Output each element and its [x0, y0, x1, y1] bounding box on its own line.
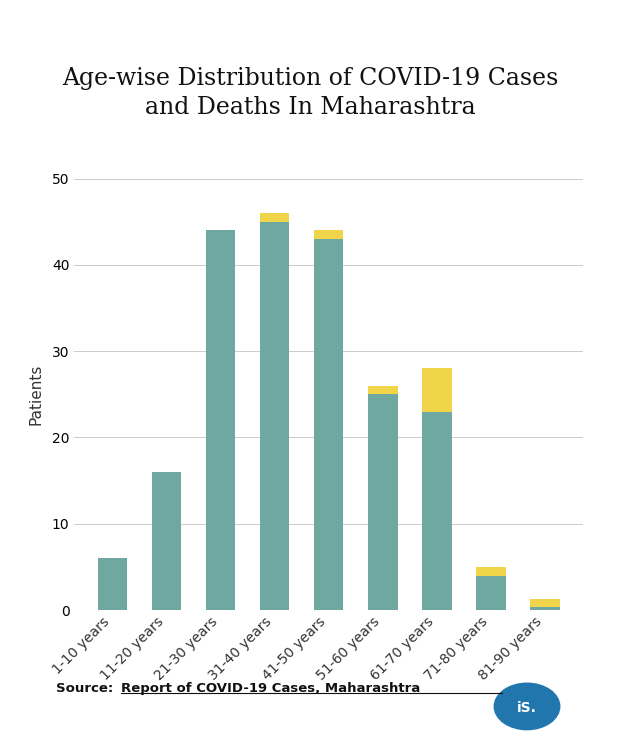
Text: Source:: Source: [56, 682, 118, 695]
Bar [206, 231, 236, 610]
Bar [314, 231, 343, 239]
Bar [314, 239, 343, 610]
Bar [97, 558, 127, 610]
Circle shape [494, 683, 560, 730]
Y-axis label: Patients: Patients [29, 364, 43, 425]
Text: iS.: iS. [517, 702, 537, 716]
Bar [151, 472, 181, 610]
Bar [260, 213, 290, 222]
Bar [476, 567, 506, 576]
Bar [530, 599, 560, 608]
Text: Report of COVID-19 Cases, Maharashtra: Report of COVID-19 Cases, Maharashtra [121, 682, 420, 695]
Bar [260, 222, 290, 610]
Bar [368, 385, 397, 394]
Bar [422, 411, 451, 610]
Bar [476, 576, 506, 610]
Bar [368, 394, 397, 610]
Bar [530, 608, 560, 610]
Text: Age-wise Distribution of COVID-19 Cases: Age-wise Distribution of COVID-19 Cases [62, 67, 558, 89]
Text: and Deaths In Maharashtra: and Deaths In Maharashtra [144, 97, 476, 119]
Bar [422, 368, 451, 411]
